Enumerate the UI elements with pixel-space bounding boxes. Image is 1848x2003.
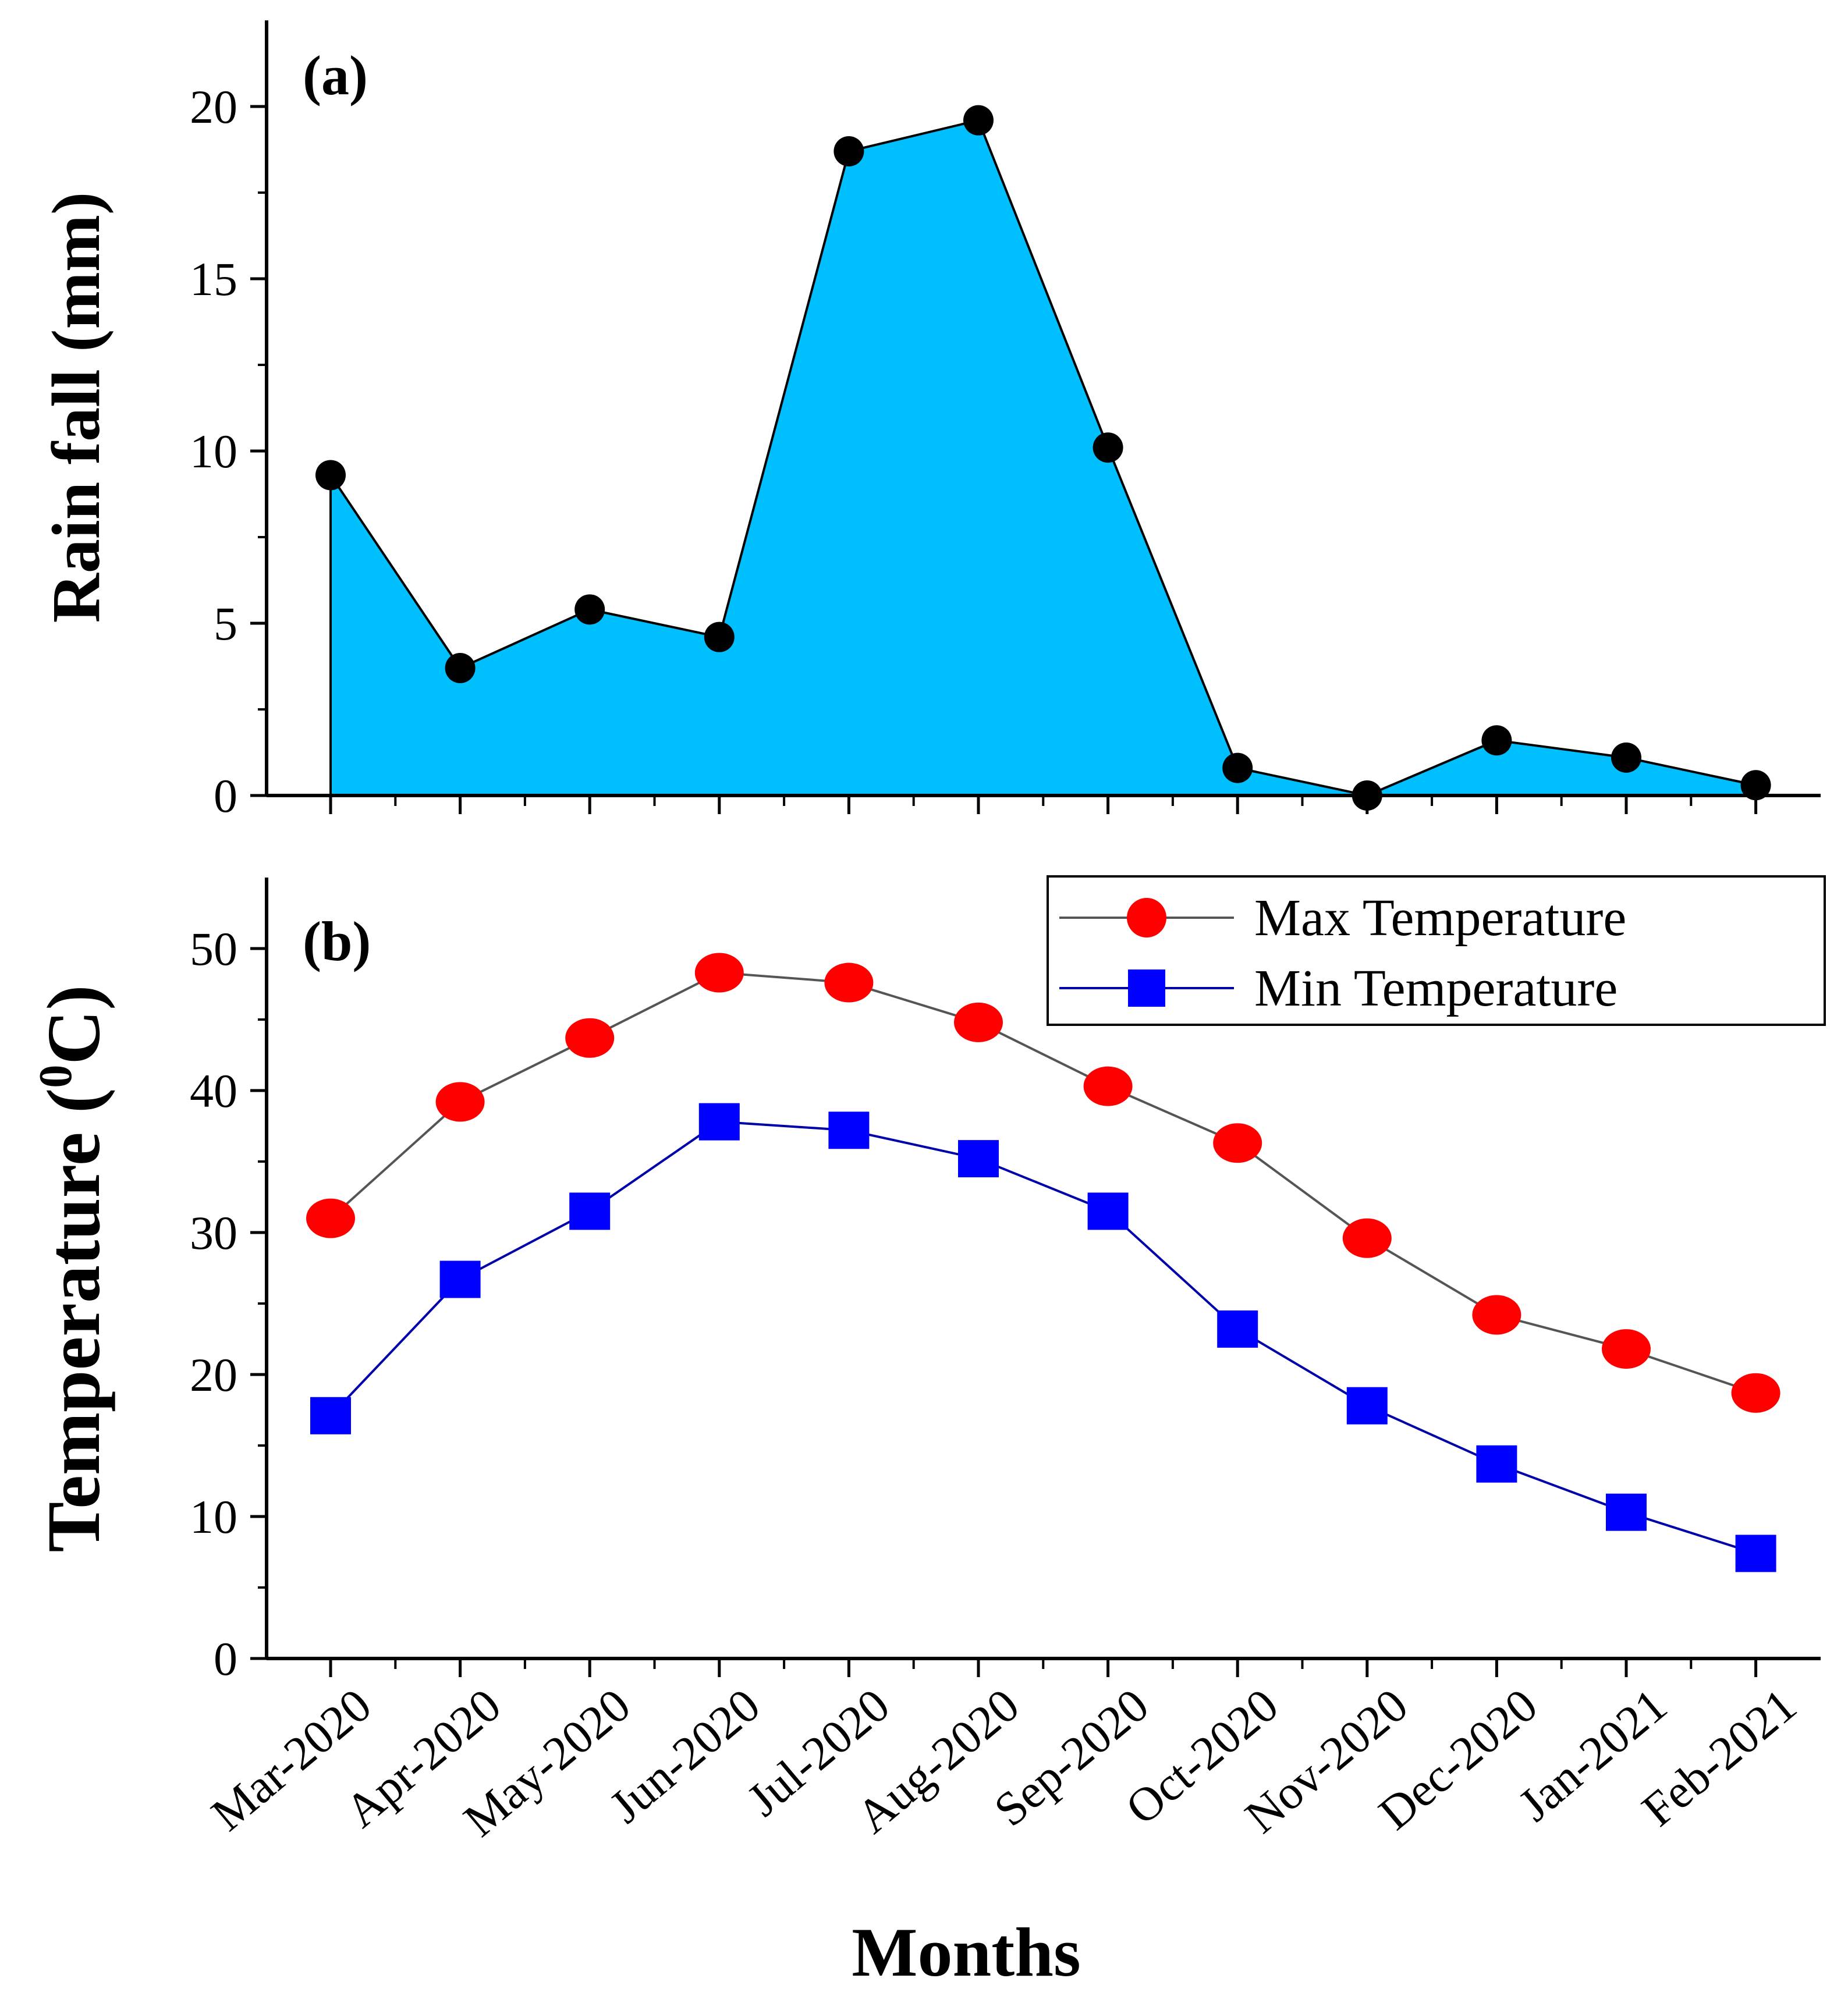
legend-min-marker	[1128, 969, 1165, 1007]
rainfall-line	[329, 119, 1757, 797]
min-temperature-point	[828, 1111, 870, 1149]
temperature-y-tick-label: 20	[190, 1348, 237, 1401]
temperature-y-tick-label: 40	[190, 1064, 237, 1117]
max-temperature-point	[824, 963, 874, 1003]
rainfall-panel: 0 5 10 15 20 (a) Rain fall (mm)	[38, 20, 1821, 822]
min-temperature-point	[958, 1140, 999, 1178]
min-temperature-point	[698, 1103, 740, 1141]
max-temperature-point	[1602, 1329, 1651, 1369]
rainfall-point	[1352, 780, 1382, 811]
temperature-y-axis-title-superscript: 0	[30, 1065, 81, 1088]
max-temperature-point	[1213, 1123, 1262, 1163]
legend: Max Temperature Min Temperature	[1047, 875, 1826, 1026]
max-temperature-point	[954, 1002, 1003, 1042]
panel-label-b: (b)	[303, 910, 371, 972]
rainfall-y-tick-label: 5	[214, 597, 237, 650]
rainfall-y-tick-label: 10	[190, 425, 237, 478]
rainfall-point	[963, 105, 994, 136]
rainfall-point	[1093, 432, 1123, 463]
min-temperature-point	[1606, 1493, 1647, 1531]
rainfall-point	[704, 622, 735, 652]
temperature-axes: 0 10 20 30 40 50	[190, 878, 1821, 1685]
max-temperature-point	[694, 953, 744, 993]
rainfall-y-tick-label: 0	[214, 769, 237, 822]
rainfall-point	[315, 460, 346, 491]
max-temperature-point	[1342, 1218, 1392, 1258]
max-temperature-point	[306, 1198, 355, 1238]
temperature-marks	[306, 953, 1780, 1572]
legend-min-label: Min Temperature	[1254, 960, 1618, 1017]
rainfall-point	[833, 136, 864, 166]
temperature-y-axis-title-unit: C)	[32, 985, 116, 1064]
max-temperature-point	[1731, 1373, 1780, 1413]
rainfall-point	[1481, 725, 1512, 756]
min-temperature-point	[1217, 1310, 1258, 1348]
rainfall-point	[574, 594, 605, 625]
temperature-y-tick-label: 10	[190, 1490, 237, 1543]
x-axis-title: Months	[852, 1913, 1080, 1991]
rainfall-point	[445, 652, 476, 683]
rainfall-y-tick-label: 15	[190, 253, 237, 306]
rainfall-point	[1222, 752, 1253, 783]
min-temperature-point	[310, 1397, 351, 1434]
rainfall-axes: 0 5 10 15 20	[190, 20, 1821, 822]
min-temperature-point	[1476, 1445, 1517, 1483]
legend-max-marker	[1127, 898, 1166, 937]
rainfall-point	[1611, 742, 1641, 773]
temperature-y-tick-label: 50	[190, 922, 237, 975]
min-temperature-point	[1087, 1192, 1129, 1230]
temperature-y-axis-title-main: Temperature (	[32, 1088, 116, 1553]
rainfall-y-axis-title: Rain fall (mm)	[38, 192, 114, 623]
max-temperature-point	[435, 1082, 485, 1122]
rainfall-marks	[315, 105, 1771, 811]
legend-max-label: Max Temperature	[1254, 889, 1626, 947]
rainfall-area-layer	[329, 119, 1757, 797]
legend-box	[1047, 875, 1826, 1026]
min-temperature-line	[329, 1120, 1757, 1555]
rainfall-area-fill	[331, 120, 1756, 796]
max-temperature-point	[1472, 1295, 1521, 1335]
temperature-y-tick-label: 0	[214, 1632, 237, 1685]
min-temperature-point	[439, 1260, 481, 1298]
min-temperature-point	[569, 1192, 611, 1230]
temperature-y-tick-label: 30	[190, 1206, 237, 1259]
min-temperature-point	[1735, 1535, 1776, 1572]
temperature-y-axis-title: Temperature (0C)	[30, 985, 116, 1552]
month-tick-labels: Mar-2020Apr-2020May-2020Jun-2020Jul-2020…	[201, 1678, 1806, 1846]
max-temperature-point	[1083, 1066, 1133, 1106]
rainfall-point	[1740, 770, 1771, 801]
max-temperature-line	[329, 971, 1757, 1394]
rainfall-y-tick-label: 20	[190, 80, 237, 133]
panel-label-a: (a)	[303, 44, 368, 106]
max-temperature-point	[565, 1018, 615, 1058]
min-temperature-point	[1346, 1387, 1388, 1425]
